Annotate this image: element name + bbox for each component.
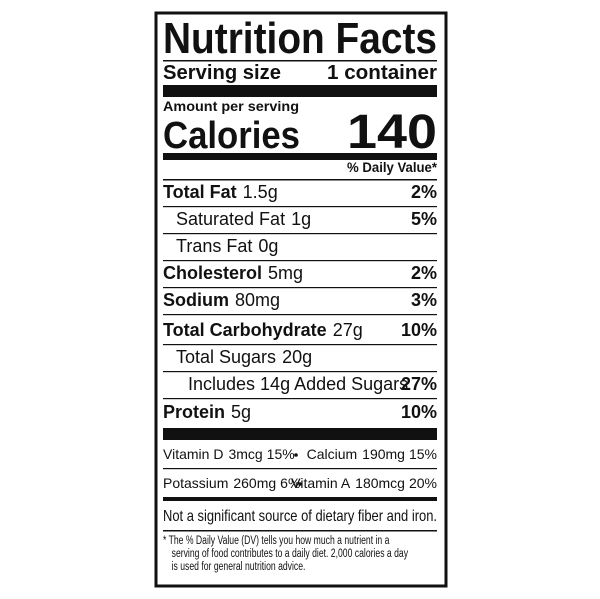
- vitamin-name: Potassium: [163, 475, 228, 491]
- nutrient-dv: 10%: [401, 320, 437, 340]
- footnote-line: * The % Daily Value (DV) tells you how m…: [163, 535, 390, 548]
- title: Nutrition Facts: [163, 14, 437, 63]
- nutrient-name: Includes 14g Added Sugars: [188, 374, 408, 394]
- vitamin-rows: Vitamin D 3mcg 15% Calcium 190mg 15%Potassium…: [163, 446, 437, 491]
- rule: [163, 179, 437, 181]
- nutrient-amount: 80mg: [235, 290, 280, 310]
- footnote: * The % Daily Value (DV) tells you how m…: [163, 535, 409, 574]
- thick-rule: [163, 428, 437, 440]
- label-border: [154, 11, 448, 588]
- rule: [163, 206, 437, 208]
- nutrient-name: Trans Fat: [176, 236, 252, 256]
- nutrient-name: Saturated Fat: [176, 209, 285, 229]
- nutrient-row: Total Fat 1.5g: [163, 182, 278, 202]
- rule: [163, 398, 437, 400]
- nutrient-row: Protein 5g: [163, 402, 251, 422]
- vitamin-amount: 180mcg: [355, 475, 405, 491]
- vitamin-amount: 260mg: [233, 475, 276, 491]
- rule: [163, 314, 437, 316]
- nutrient-row: Total Carbohydrate 27g: [163, 320, 363, 340]
- nutrient-dv: 10%: [401, 402, 437, 422]
- nutrient-amount: 5mg: [268, 263, 303, 283]
- medium-rule: [163, 153, 437, 160]
- vitamin-name: Vitamin D: [163, 446, 223, 462]
- nutrient-name: Cholesterol: [163, 263, 262, 283]
- calories-label: Calories: [163, 115, 300, 157]
- nutrient-name: Total Carbohydrate: [163, 320, 327, 340]
- nutrient-row: Total Sugars 20g: [176, 347, 312, 367]
- nutrient-row: Sodium 80mg: [163, 290, 280, 310]
- thick-rule: [163, 85, 437, 97]
- rule: [163, 233, 437, 235]
- rule: [163, 468, 437, 470]
- nutrient-amount: 1g: [291, 209, 311, 229]
- amount-per-serving: Amount per serving: [163, 98, 299, 114]
- note: Not a significant source of dietary fibe…: [163, 508, 437, 525]
- nutrient-amount: 0g: [258, 236, 278, 256]
- vitamin-dv: 15%: [267, 446, 295, 462]
- rule: [163, 260, 437, 262]
- vitamin-dv: 20%: [409, 475, 437, 491]
- daily-value-header: % Daily Value*: [347, 159, 438, 175]
- nutrient-name: Protein: [163, 402, 225, 422]
- medium-rule: [163, 497, 437, 501]
- rule: [163, 530, 437, 532]
- vitamin-entry: Vitamin A 180mcg 20%: [291, 475, 437, 491]
- serving-value: 1 container: [327, 62, 437, 84]
- vitamin-entry: Vitamin D 3mcg 15%: [163, 446, 295, 462]
- nutrient-amount: 5g: [231, 402, 251, 422]
- nutrient-name: Sodium: [163, 290, 229, 310]
- nutrient-row: Saturated Fat 1g: [176, 209, 311, 229]
- nutrient-name: Total Sugars: [176, 347, 276, 367]
- vitamin-name: Calcium: [307, 446, 358, 462]
- rule: [163, 287, 437, 289]
- vitamin-amount: 3mcg: [228, 446, 262, 462]
- vitamin-dv: 6%: [280, 475, 300, 491]
- vitamin-entry: Potassium 260mg 6%: [163, 475, 300, 491]
- bullet: [298, 482, 302, 486]
- nutrient-dv: 27%: [401, 374, 437, 394]
- nutrient-dv: 2%: [411, 182, 437, 202]
- vitamin-name: Vitamin A: [291, 475, 351, 491]
- rule: [163, 60, 437, 62]
- footnote-line: serving of food contributes to a daily d…: [172, 548, 409, 561]
- footnote-line: is used for general nutrition advice.: [172, 561, 306, 574]
- vitamin-amount: 190mg: [362, 446, 405, 462]
- rule: [163, 371, 437, 373]
- nutrient-amount: 27g: [333, 320, 363, 340]
- calories-value: 140: [347, 106, 437, 159]
- nutrient-amount: 1.5g: [243, 182, 278, 202]
- rule: [163, 344, 437, 346]
- nutrient-amount: 20g: [282, 347, 312, 367]
- serving-label: Serving size: [163, 62, 281, 84]
- nutrient-name: Total Fat: [163, 182, 237, 202]
- nutrient-row: Includes 14g Added Sugars: [188, 374, 408, 394]
- vitamin-entry: Calcium 190mg 15%: [307, 446, 437, 462]
- bullet: [294, 453, 298, 457]
- nutrient-dv: 2%: [411, 263, 437, 283]
- nutrient-rows: Total Fat 1.5g 2% Saturated Fat 1g 5% Trans Fa…: [163, 182, 437, 422]
- nutrient-dv: 3%: [411, 290, 437, 310]
- nutrient-row: Cholesterol 5mg: [163, 263, 303, 283]
- nutrient-dv: 5%: [411, 209, 437, 229]
- vitamin-dv: 15%: [409, 446, 437, 462]
- nutrient-row: Trans Fat 0g: [176, 236, 278, 256]
